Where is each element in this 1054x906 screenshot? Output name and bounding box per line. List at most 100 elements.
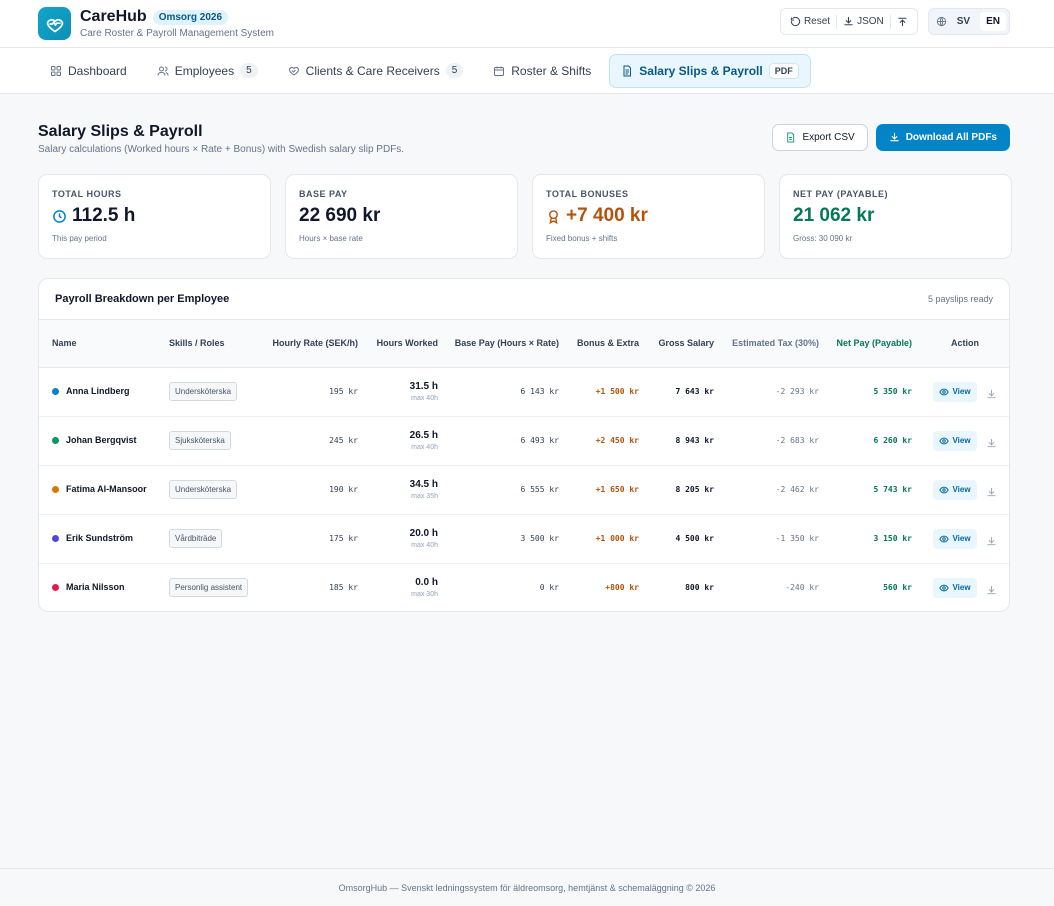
heart-handshake-icon: [288, 66, 299, 76]
download-all-label: Download All PDFs: [905, 132, 997, 143]
action-cell: View: [919, 563, 1009, 611]
download-payslip-button[interactable]: [986, 389, 997, 400]
col-hours[interactable]: Hours Worked: [365, 320, 445, 368]
view-payslip-button[interactable]: View: [933, 381, 977, 402]
download-icon: [986, 389, 996, 398]
tab-payroll[interactable]: Salary Slips & Payroll PDF: [609, 53, 811, 88]
tab-clients[interactable]: Clients & Care Receivers 5: [276, 54, 476, 88]
col-net-pay[interactable]: Net Pay (Payable): [826, 320, 919, 368]
download-payslip-button[interactable]: [986, 487, 997, 498]
pdf-badge: PDF: [768, 62, 799, 79]
view-label: View: [952, 387, 971, 396]
view-payslip-button[interactable]: View: [933, 479, 977, 500]
employee-name: Anna Lindberg: [66, 386, 130, 396]
calendar-icon: [494, 66, 505, 76]
download-all-pdfs-button[interactable]: Download All PDFs: [875, 124, 1010, 151]
name-cell: Maria Nilsson: [39, 563, 162, 611]
view-payslip-button[interactable]: View: [933, 430, 977, 451]
skills-cell: Undersköterska: [162, 367, 262, 416]
col-rate[interactable]: Hourly Rate (SEK/h): [262, 320, 365, 368]
bonus-extra: +2 450 kr: [595, 436, 639, 445]
table-row: Anna Lindberg Undersköterska 195 kr 31.5 h m…: [39, 367, 1009, 416]
skills-cell: Sjuksköterska: [162, 416, 262, 465]
tab-dashboard[interactable]: Dashboard: [38, 54, 139, 88]
skill-tag: Undersköterska: [169, 480, 238, 499]
col-base-pay[interactable]: Base Pay (Hours × Rate): [445, 320, 566, 368]
net-pay: 560 kr: [883, 583, 912, 593]
hourly-rate: 185 kr: [329, 583, 358, 593]
divider: [889, 14, 891, 29]
eye-icon: [939, 535, 950, 542]
page-title: Salary Slips & Payroll: [38, 123, 203, 140]
card-label: BASE PAY: [299, 189, 348, 199]
reset-button[interactable]: Reset: [787, 12, 833, 32]
eye-icon: [939, 486, 950, 493]
col-tax[interactable]: Estimated Tax (30%): [721, 320, 826, 368]
view-label: View: [952, 534, 971, 543]
download-payslip-button[interactable]: [986, 438, 997, 449]
hourly-rate: 175 kr: [329, 534, 358, 543]
import-button[interactable]: [894, 12, 911, 32]
estimated-tax: -2 293 kr: [775, 387, 819, 396]
bonus-extra: +1 500 kr: [595, 387, 639, 396]
employee-color-dot: [52, 584, 59, 592]
globe-icon: [936, 16, 946, 27]
tab-employees[interactable]: Employees 5: [145, 54, 270, 88]
download-payslip-button[interactable]: [986, 585, 997, 596]
employee-color-dot: [52, 437, 59, 444]
reset-label: Reset: [803, 16, 831, 27]
reset-icon: [790, 16, 801, 27]
name-cell: Erik Sundström: [39, 514, 162, 563]
action-cell: View: [919, 416, 1009, 465]
users-icon: [157, 66, 169, 76]
hours-worked: 31.5 h: [409, 381, 438, 392]
employees-count-badge: 5: [240, 63, 258, 78]
bonus-extra: +800 kr: [605, 583, 639, 593]
payroll-table: Name Skills / Roles Hourly Rate (SEK/h) …: [39, 320, 1009, 611]
tab-label: Roster & Shifts: [511, 63, 592, 78]
employee-color-dot: [52, 388, 59, 395]
download-icon: [986, 438, 996, 447]
brand-block: CareHub Omsorg 2026 Care Roster & Payrol…: [80, 8, 274, 39]
tab-label: Employees: [174, 63, 235, 78]
base-pay: 0 kr: [539, 583, 559, 593]
carehub-logo: [38, 7, 71, 40]
payslips-ready-count: 5 payslips ready: [927, 294, 993, 304]
tab-roster[interactable]: Roster & Shifts: [481, 54, 603, 88]
estimated-tax: -1 350 kr: [775, 534, 819, 543]
skills-cell: Vårdbiträde: [162, 514, 262, 563]
card-label: TOTAL BONUSES: [546, 189, 629, 199]
view-label: View: [952, 485, 971, 494]
export-csv-button[interactable]: Export CSV: [772, 124, 868, 151]
panel-header: Payroll Breakdown per Employee 5 payslip…: [39, 279, 1009, 320]
export-json-button[interactable]: JSON: [840, 12, 887, 32]
gross-salary: 4 500 kr: [675, 534, 714, 543]
card-note: Gross: 30 090 kr: [793, 234, 853, 243]
base-pay: 3 500 kr: [520, 534, 559, 543]
skills-cell: Undersköterska: [162, 465, 262, 514]
card-value: 22 690 kr: [299, 205, 504, 227]
view-payslip-button[interactable]: View: [933, 577, 977, 598]
lang-sv-button[interactable]: SV: [956, 16, 971, 27]
language-switcher: SV EN: [927, 8, 1010, 35]
base-pay: 6 493 kr: [520, 436, 559, 445]
base-pay: 6 143 kr: [520, 387, 559, 396]
csv-file-icon: [787, 132, 795, 143]
base-pay: 6 555 kr: [520, 485, 559, 494]
net-pay: 3 150 kr: [873, 534, 912, 543]
employee-name: Maria Nilsson: [66, 582, 125, 593]
col-skills[interactable]: Skills / Roles: [162, 320, 262, 368]
lang-en-button[interactable]: EN: [980, 12, 1006, 31]
total-hours-value: 112.5 h: [72, 205, 136, 226]
col-gross[interactable]: Gross Salary: [646, 320, 721, 368]
hourly-rate: 190 kr: [329, 485, 358, 494]
payroll-table-body: Anna Lindberg Undersköterska 195 kr 31.5 h m…: [39, 367, 1009, 611]
col-name[interactable]: Name: [39, 320, 162, 368]
view-payslip-button[interactable]: View: [933, 528, 977, 549]
base-pay-card: BASE PAY 22 690 kr Hours × base rate: [285, 174, 518, 259]
download-icon: [889, 132, 899, 142]
col-bonus[interactable]: Bonus & Extra: [566, 320, 646, 368]
divider: [836, 14, 838, 29]
download-payslip-button[interactable]: [986, 536, 997, 547]
page-subtitle: Salary calculations (Worked hours × Rate…: [38, 144, 405, 155]
